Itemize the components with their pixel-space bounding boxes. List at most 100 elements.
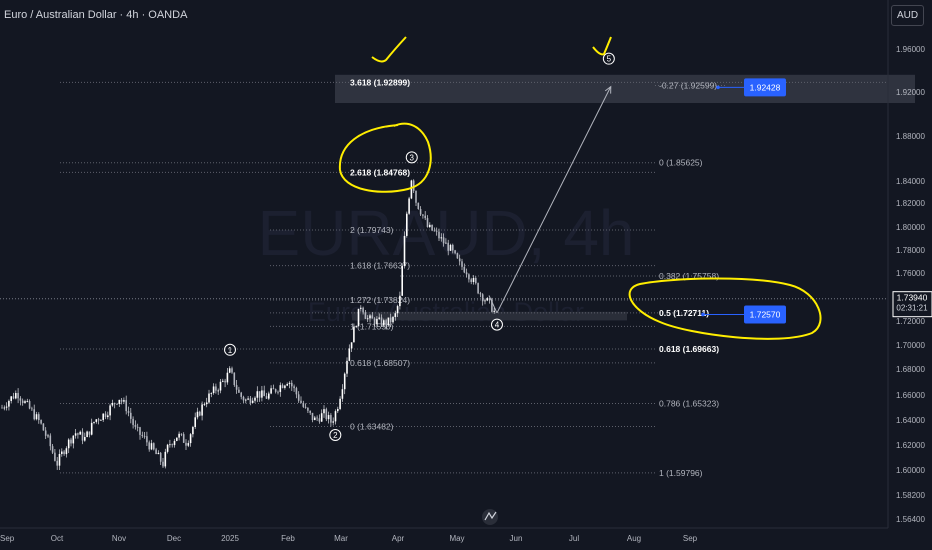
candle-body — [136, 426, 139, 428]
candle-body — [19, 398, 22, 401]
candle-body — [385, 320, 387, 326]
fib-level-label: 1 (1.59796) — [659, 468, 703, 478]
time-tick-label: Sep — [683, 534, 698, 543]
candle-body — [309, 410, 311, 413]
wave-label-circle — [602, 52, 615, 65]
fib-level-label: 0 (1.63482) — [350, 421, 394, 431]
projection-arrowhead — [604, 85, 612, 94]
candle-body — [130, 412, 132, 419]
time-tick-label: Mar — [334, 534, 348, 543]
candle-body — [325, 409, 328, 420]
candle-body — [426, 218, 429, 227]
candle-body — [1, 407, 3, 409]
fibonacci-levels[interactable]: 3.618 (1.92899) 2.618 (1.84768) 2 (1.79743… — [60, 77, 888, 478]
price-axis[interactable]: 1.96000 1.92000 1.88000 1.84000 1.82000 1.800… — [887, 0, 932, 528]
target-zone-box[interactable] — [335, 74, 915, 103]
candle-body — [284, 385, 286, 388]
currency-button[interactable]: AUD — [891, 5, 924, 26]
candle-body — [17, 393, 19, 399]
candle-body — [403, 235, 406, 266]
candle-body — [456, 253, 459, 259]
price-labels[interactable]: 1.92428 1.72570 — [701, 78, 786, 324]
candle-body — [406, 213, 408, 236]
candle-body — [65, 448, 68, 455]
candle-body — [226, 372, 229, 383]
candle-body — [79, 431, 81, 435]
candle-body — [120, 399, 123, 402]
candle-body — [442, 237, 445, 244]
price-label-anchor — [716, 85, 720, 90]
candle-body — [387, 317, 390, 326]
fib-level-label: 2.618 (1.84768) — [350, 167, 410, 177]
candle-body — [169, 444, 171, 446]
candle-body — [208, 393, 210, 403]
wave-label-number: 5 — [607, 55, 612, 64]
wave-label-circle — [224, 343, 236, 356]
candle-body — [318, 418, 321, 422]
candle-body — [366, 318, 369, 320]
price-tick-label: 1.70000 — [896, 341, 925, 350]
candle-body — [362, 307, 364, 313]
candle-body — [125, 400, 127, 412]
candle-body — [307, 407, 309, 411]
candle-body — [93, 421, 95, 423]
price-label-box[interactable] — [744, 305, 786, 324]
candle-body — [155, 449, 157, 455]
candle-body — [102, 413, 104, 420]
fib-level-label: 0 (1.85625) — [659, 158, 703, 168]
candle-body — [314, 417, 316, 421]
price-label-value: 1.92428 — [750, 82, 781, 92]
candle-body — [302, 402, 305, 407]
fib-level-label: 2 (1.79743) — [350, 225, 394, 235]
candle-body — [185, 442, 187, 446]
candle-body — [415, 190, 417, 203]
candle-body — [116, 403, 118, 405]
candle-body — [210, 393, 213, 394]
candle-body — [486, 298, 489, 301]
candle-body — [369, 315, 371, 319]
candle-body — [479, 293, 482, 295]
candle-body — [249, 398, 252, 403]
candle-body — [107, 415, 109, 418]
candle-body — [378, 317, 380, 319]
price-label-box[interactable] — [744, 78, 786, 97]
candle-body — [272, 388, 275, 390]
time-axis[interactable]: Sep Oct Nov Dec 2025 Feb Mar Apr May Jun Jul Aug Sep — [0, 527, 888, 543]
candle-body — [311, 412, 314, 421]
candle-body — [327, 415, 330, 420]
candle-body — [111, 402, 114, 406]
candle-body — [187, 443, 190, 446]
candle-body — [350, 342, 353, 349]
candle-body — [38, 414, 40, 421]
candle-body — [123, 400, 125, 402]
candle-body — [40, 420, 42, 424]
candle-body — [383, 320, 385, 326]
time-tick-label: Apr — [392, 534, 405, 543]
candle-body — [212, 386, 215, 394]
candle-body — [463, 266, 466, 273]
candle-body — [201, 404, 203, 416]
candle-body — [355, 326, 357, 328]
projection-arrow[interactable] — [488, 85, 612, 314]
candle-body — [274, 389, 277, 392]
candle-body — [268, 393, 270, 399]
fib-level-label: -0.27 (1.92599) — [659, 81, 717, 91]
candles — [1, 179, 495, 470]
candle-body — [148, 442, 150, 450]
tradingview-logo[interactable] — [482, 509, 498, 525]
candle-body — [90, 422, 93, 435]
candle-body — [54, 452, 56, 461]
candle-body — [51, 446, 54, 453]
candle-body — [217, 390, 219, 392]
current-price-box — [892, 291, 932, 318]
candle-body — [242, 396, 245, 401]
time-tick-label: Aug — [627, 534, 641, 543]
candle-body — [392, 316, 394, 323]
candle-body — [254, 397, 256, 401]
candle-body — [263, 390, 265, 397]
candle-body — [141, 434, 144, 436]
candle-body — [461, 261, 463, 267]
candle-body — [235, 385, 238, 390]
candle-body — [281, 385, 284, 388]
